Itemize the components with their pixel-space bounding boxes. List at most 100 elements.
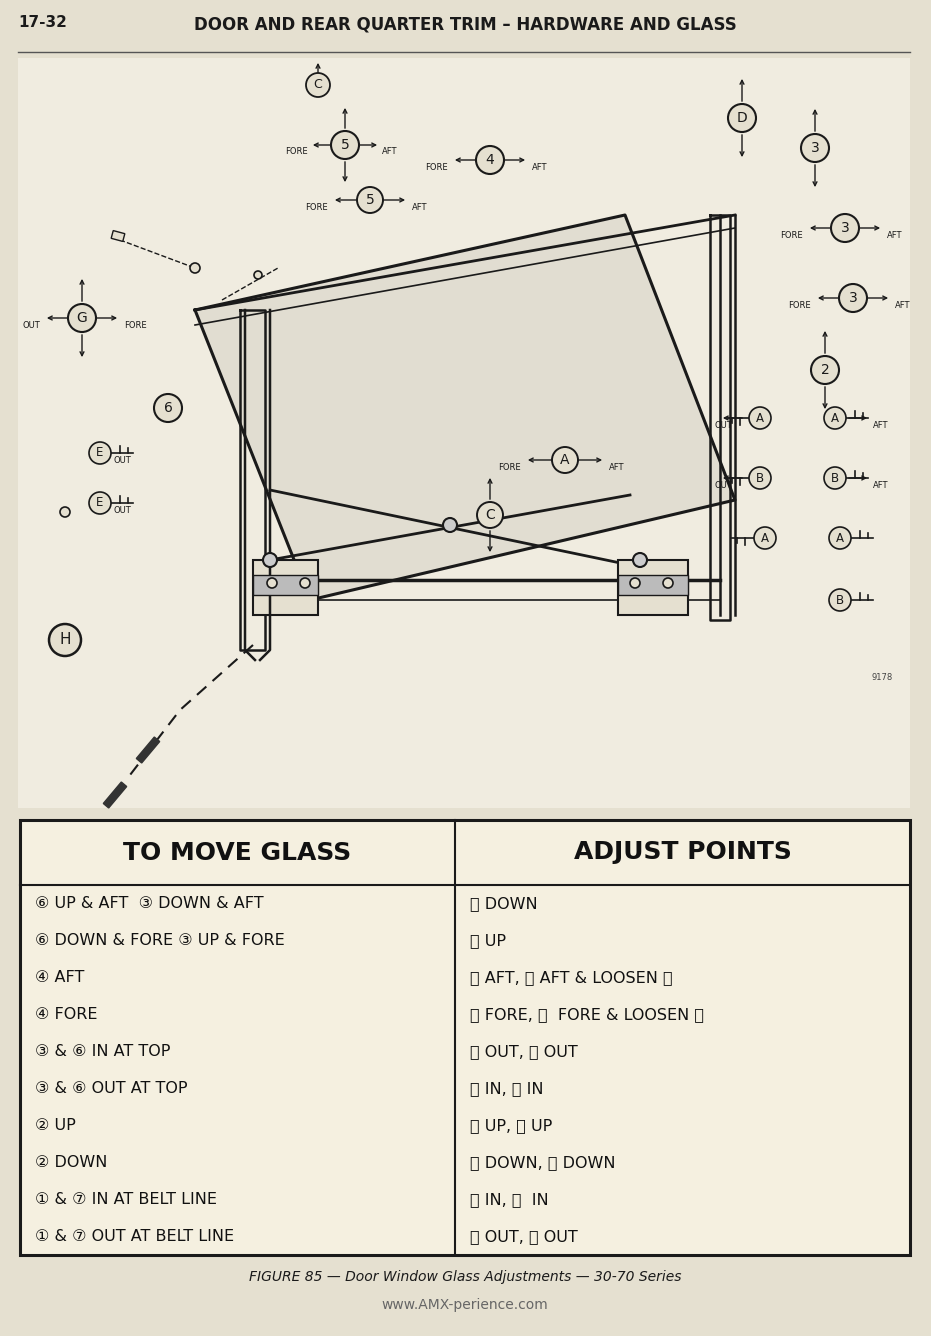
Text: AFT: AFT: [873, 421, 888, 430]
Text: FORE: FORE: [789, 301, 811, 310]
Text: OUT: OUT: [114, 456, 132, 465]
Text: B: B: [836, 593, 844, 607]
Text: Ⓐ FORE, Ⓑ  FORE & LOOSEN Ⓗ: Ⓐ FORE, Ⓑ FORE & LOOSEN Ⓗ: [470, 1007, 704, 1022]
Text: A: A: [836, 532, 844, 545]
Text: FORE: FORE: [498, 464, 521, 472]
Circle shape: [630, 578, 640, 588]
Text: www.AMX-perience.com: www.AMX-perience.com: [382, 1299, 548, 1312]
Circle shape: [49, 624, 81, 656]
Circle shape: [824, 468, 846, 489]
Text: FORE: FORE: [425, 163, 448, 172]
Text: ③ & ⑥ IN AT TOP: ③ & ⑥ IN AT TOP: [35, 1043, 170, 1059]
Polygon shape: [136, 737, 160, 763]
Text: E: E: [96, 497, 103, 509]
Text: Ⓐ IN, Ⓔ  IN: Ⓐ IN, Ⓔ IN: [470, 1192, 548, 1206]
Text: OUT: OUT: [22, 321, 40, 330]
Text: ⑥ UP & AFT  ③ DOWN & AFT: ⑥ UP & AFT ③ DOWN & AFT: [35, 896, 263, 911]
Text: AFT: AFT: [532, 163, 547, 172]
Circle shape: [811, 355, 839, 383]
Text: FIGURE 85 — Door Window Glass Adjustments — 30-70 Series: FIGURE 85 — Door Window Glass Adjustment…: [249, 1271, 681, 1284]
Circle shape: [190, 263, 200, 273]
Text: H: H: [60, 632, 71, 648]
Circle shape: [60, 506, 70, 517]
Text: OUT: OUT: [114, 506, 132, 514]
Circle shape: [749, 468, 771, 489]
Text: FORE: FORE: [780, 231, 803, 240]
Circle shape: [443, 518, 457, 532]
Circle shape: [754, 526, 776, 549]
Text: C: C: [485, 508, 495, 522]
Text: Ⓑ IN, Ⓕ IN: Ⓑ IN, Ⓕ IN: [470, 1081, 544, 1096]
Text: AFT: AFT: [412, 203, 427, 212]
Circle shape: [357, 187, 383, 212]
Polygon shape: [195, 215, 735, 600]
Text: 17-32: 17-32: [18, 15, 67, 29]
Circle shape: [300, 578, 310, 588]
Text: Ⓒ UP: Ⓒ UP: [470, 933, 506, 949]
Text: 6: 6: [164, 401, 172, 415]
Text: Ⓒ DOWN: Ⓒ DOWN: [470, 896, 537, 911]
Text: ADJUST POINTS: ADJUST POINTS: [573, 840, 791, 864]
Text: Ⓓ UP, Ⓖ UP: Ⓓ UP, Ⓖ UP: [470, 1118, 552, 1133]
Bar: [253, 560, 318, 615]
Text: AFT: AFT: [382, 147, 398, 156]
Text: ② UP: ② UP: [35, 1118, 75, 1133]
Bar: [253, 574, 318, 595]
Circle shape: [154, 394, 182, 422]
Text: ① & ⑦ OUT AT BELT LINE: ① & ⑦ OUT AT BELT LINE: [35, 1229, 234, 1244]
Text: FORE: FORE: [286, 147, 308, 156]
Text: FORE: FORE: [305, 203, 328, 212]
Text: ③ & ⑥ OUT AT TOP: ③ & ⑥ OUT AT TOP: [35, 1081, 187, 1096]
Text: 4: 4: [486, 154, 494, 167]
Text: Ⓓ DOWN, Ⓖ DOWN: Ⓓ DOWN, Ⓖ DOWN: [470, 1156, 615, 1170]
Circle shape: [89, 442, 111, 464]
Text: 3: 3: [841, 220, 849, 235]
Text: ⑥ DOWN & FORE ③ UP & FORE: ⑥ DOWN & FORE ③ UP & FORE: [35, 933, 285, 949]
Text: ① & ⑦ IN AT BELT LINE: ① & ⑦ IN AT BELT LINE: [35, 1192, 217, 1206]
Bar: [618, 560, 688, 615]
Text: A: A: [761, 532, 769, 545]
Bar: [111, 231, 125, 242]
Circle shape: [829, 589, 851, 611]
Text: 9178: 9178: [871, 673, 893, 681]
Circle shape: [254, 271, 262, 279]
Circle shape: [824, 407, 846, 429]
Circle shape: [749, 407, 771, 429]
Circle shape: [663, 578, 673, 588]
Circle shape: [477, 502, 503, 528]
Text: D: D: [736, 111, 748, 126]
Text: AFT: AFT: [887, 231, 902, 240]
Text: Ⓑ OUT, Ⓕ OUT: Ⓑ OUT, Ⓕ OUT: [470, 1043, 578, 1059]
Text: C: C: [314, 79, 322, 91]
Text: 5: 5: [366, 192, 374, 207]
Text: 3: 3: [849, 291, 857, 305]
Circle shape: [552, 448, 578, 473]
Circle shape: [831, 214, 859, 242]
Circle shape: [728, 104, 756, 132]
Text: A: A: [560, 453, 570, 468]
Text: ④ AFT: ④ AFT: [35, 970, 85, 985]
Text: ② DOWN: ② DOWN: [35, 1156, 107, 1170]
Circle shape: [829, 526, 851, 549]
Circle shape: [331, 131, 359, 159]
Text: OUT: OUT: [714, 481, 732, 490]
Text: AFT: AFT: [895, 301, 911, 310]
Circle shape: [263, 553, 277, 566]
Text: A: A: [831, 411, 839, 425]
Circle shape: [267, 578, 277, 588]
Text: B: B: [831, 472, 839, 485]
Text: Ⓐ AFT, Ⓑ AFT & LOOSEN Ⓗ: Ⓐ AFT, Ⓑ AFT & LOOSEN Ⓗ: [470, 970, 672, 985]
Text: E: E: [96, 446, 103, 460]
Text: 3: 3: [811, 142, 819, 155]
Circle shape: [68, 305, 96, 333]
Text: OUT: OUT: [714, 421, 732, 430]
Text: AFT: AFT: [609, 464, 625, 472]
Text: 2: 2: [820, 363, 830, 377]
Bar: [20, 820, 910, 1255]
Text: AFT: AFT: [873, 481, 888, 490]
Circle shape: [633, 553, 647, 566]
Text: G: G: [76, 311, 88, 325]
Circle shape: [801, 134, 829, 162]
Text: A: A: [756, 411, 764, 425]
Circle shape: [839, 285, 867, 313]
